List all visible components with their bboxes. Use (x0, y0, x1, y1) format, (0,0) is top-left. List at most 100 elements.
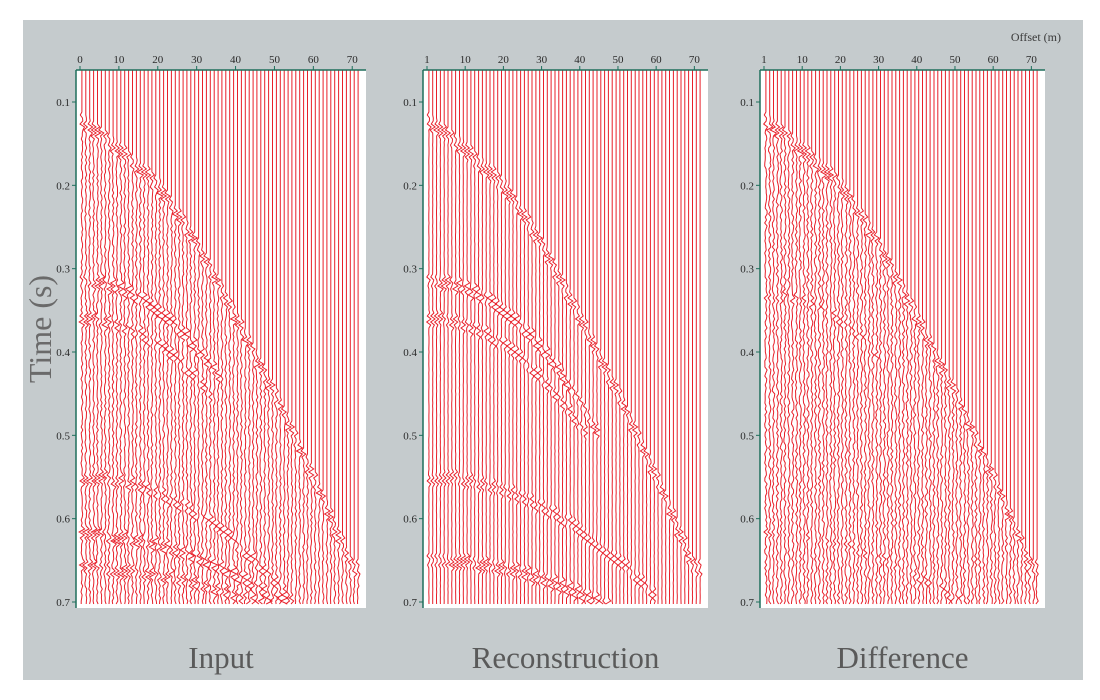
trace (284, 70, 292, 605)
y-tick-label: 0.6 (403, 514, 417, 526)
trace (355, 70, 361, 605)
trace (901, 70, 908, 605)
trace (831, 70, 838, 605)
trace (547, 70, 555, 605)
trace (605, 70, 612, 605)
trace (85, 70, 94, 605)
y-tick-label: 0.2 (56, 180, 70, 192)
trace (864, 70, 873, 605)
trace (669, 70, 677, 604)
trace (624, 70, 631, 604)
trace (577, 70, 586, 605)
trace (793, 70, 801, 605)
trace (620, 70, 628, 604)
trace (132, 70, 141, 605)
x-tick-label: 30 (536, 54, 548, 66)
x-tick-label: 10 (460, 54, 472, 66)
trace (199, 70, 207, 605)
trace (682, 70, 688, 604)
trace (662, 70, 669, 604)
trace (846, 70, 854, 605)
trace (804, 70, 812, 605)
x-tick-label: 30 (873, 54, 885, 66)
y-tick-label: 0.1 (740, 97, 754, 109)
trace (673, 70, 681, 605)
trace (927, 70, 934, 605)
trace (330, 70, 338, 605)
trace (1014, 70, 1023, 605)
trace (942, 70, 949, 605)
trace (105, 70, 114, 605)
trace (482, 70, 490, 605)
trace (589, 70, 597, 605)
trace (334, 70, 342, 605)
trace (933, 70, 942, 605)
trace (273, 70, 280, 605)
trace (949, 70, 957, 605)
trace (862, 70, 869, 605)
trace (315, 70, 323, 605)
trace (501, 70, 509, 605)
trace (275, 70, 284, 605)
trace (269, 70, 276, 605)
trace (144, 70, 153, 605)
trace (190, 70, 199, 605)
trace (777, 70, 785, 605)
trace (889, 70, 895, 605)
trace (685, 70, 693, 604)
trace (817, 70, 822, 605)
trace (903, 70, 911, 605)
trace (980, 70, 987, 605)
trace (343, 70, 350, 605)
trace (1023, 70, 1029, 605)
trace (218, 70, 225, 605)
trace (238, 70, 245, 605)
trace (796, 70, 805, 605)
trace (842, 70, 850, 605)
trace (555, 70, 563, 604)
x-tick-label: 60 (651, 54, 663, 66)
trace (808, 70, 815, 605)
trace (1004, 70, 1011, 605)
trace (896, 70, 904, 605)
panel-title: Input (188, 640, 254, 675)
trace (120, 70, 129, 605)
trace (593, 70, 601, 605)
trace (566, 70, 574, 604)
trace (471, 70, 479, 604)
panel-input: 0 10 20 30 40 50 60 70 0.1 0.2 0.3 0.4 0.5 0.6 0.7 Inpu… (23, 54, 366, 675)
trace (163, 70, 172, 605)
y-tick-label: 0.3 (56, 264, 70, 276)
x-tick-label: 10 (797, 54, 809, 66)
trace (186, 70, 196, 605)
trace (536, 70, 544, 605)
trace (448, 70, 456, 604)
trace (351, 70, 358, 605)
trace (307, 70, 315, 605)
trace (249, 70, 257, 605)
trace (574, 70, 582, 605)
trace (914, 70, 923, 605)
trace (800, 70, 808, 605)
traces (762, 70, 1039, 605)
trace (1019, 70, 1025, 605)
trace (892, 70, 899, 605)
trace (124, 70, 133, 605)
trace (433, 70, 440, 605)
traces (425, 70, 703, 605)
trace (854, 70, 861, 605)
y-tick-label: 0.5 (740, 430, 754, 442)
trace (159, 70, 168, 605)
trace (762, 70, 769, 605)
trace (977, 70, 985, 605)
y-tick-label: 0.5 (56, 430, 70, 442)
trace (665, 70, 673, 605)
y-tick-label: 0.2 (740, 180, 754, 192)
trace (1006, 70, 1014, 605)
trace (647, 70, 654, 604)
trace (151, 70, 160, 605)
trace (226, 70, 234, 605)
y-tick-label: 0.7 (740, 597, 754, 609)
trace (643, 70, 650, 605)
trace (689, 70, 696, 605)
